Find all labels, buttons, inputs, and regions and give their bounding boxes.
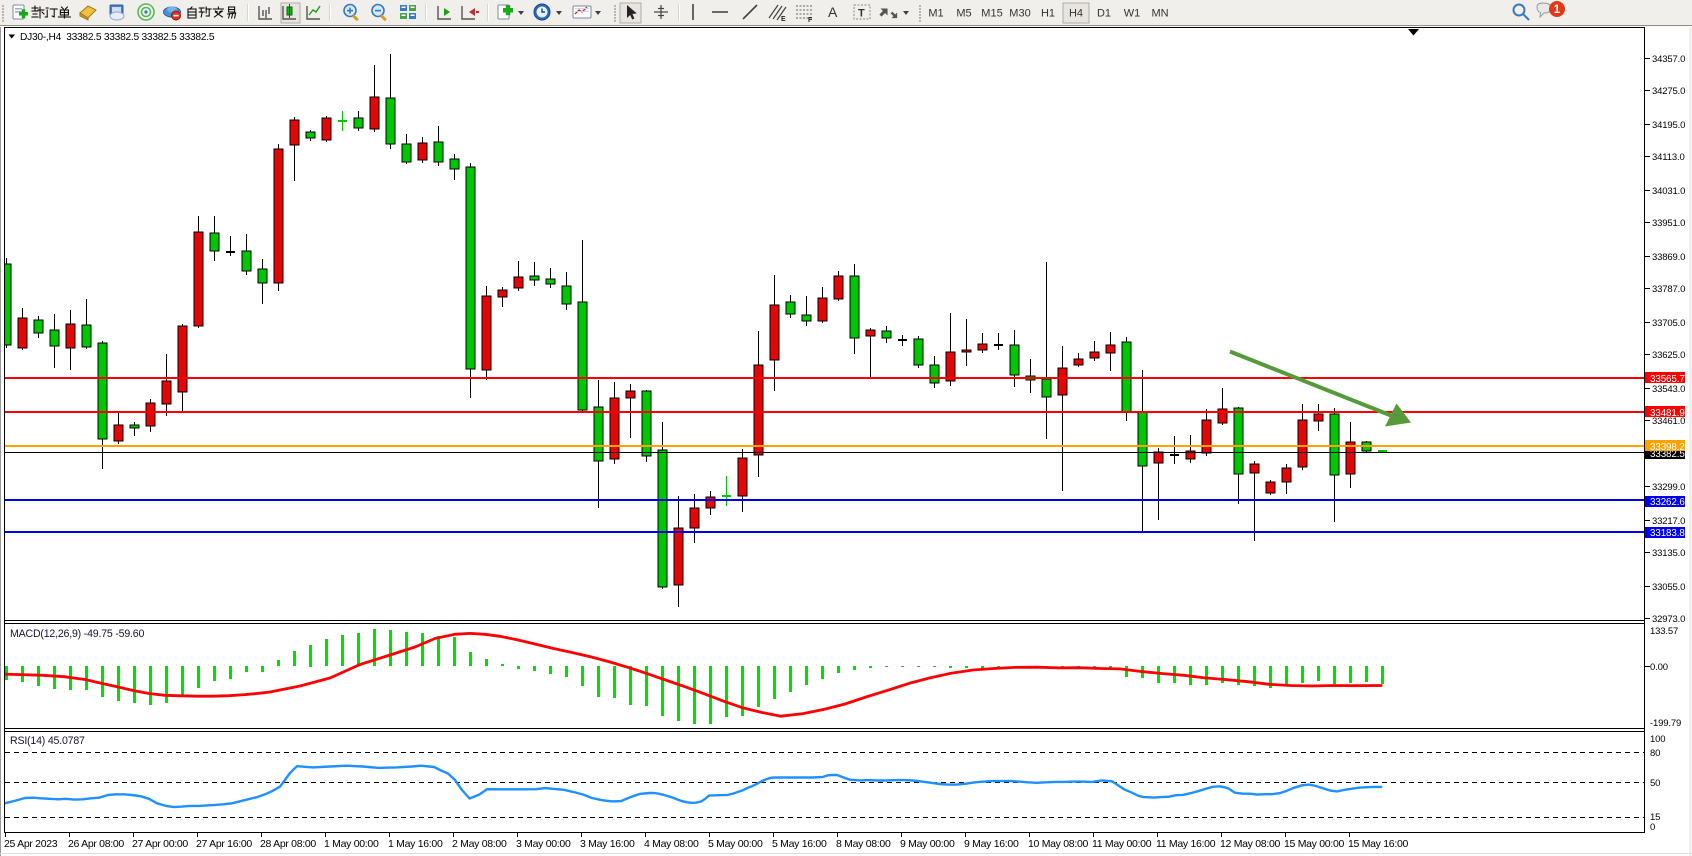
svg-text:34195.0: 34195.0 bbox=[1652, 120, 1685, 131]
svg-text:11 May 00:00: 11 May 00:00 bbox=[1092, 838, 1152, 850]
svg-text:E: E bbox=[781, 16, 786, 23]
svg-text:33299.0: 33299.0 bbox=[1652, 482, 1685, 493]
svg-text:33625.0: 33625.0 bbox=[1652, 350, 1685, 361]
svg-text:34031.0: 34031.0 bbox=[1652, 186, 1685, 197]
svg-text:33481.9: 33481.9 bbox=[1650, 408, 1685, 419]
svg-text:F: F bbox=[808, 17, 813, 24]
svg-text:33183.8: 33183.8 bbox=[1650, 528, 1685, 539]
svg-text:MN: MN bbox=[1151, 8, 1168, 20]
svg-text:34275.0: 34275.0 bbox=[1652, 86, 1685, 97]
svg-text:33951.0: 33951.0 bbox=[1652, 218, 1685, 229]
svg-text:34113.0: 34113.0 bbox=[1652, 152, 1685, 163]
svg-text:15 May 16:00: 15 May 16:00 bbox=[1348, 838, 1408, 850]
svg-text:M1: M1 bbox=[928, 8, 943, 20]
svg-text:133.57: 133.57 bbox=[1650, 626, 1678, 637]
svg-text:15: 15 bbox=[1650, 812, 1660, 823]
svg-text:33565.7: 33565.7 bbox=[1650, 374, 1685, 385]
svg-text:T: T bbox=[858, 8, 865, 20]
svg-text:34357.0: 34357.0 bbox=[1652, 54, 1685, 65]
svg-text:33705.0: 33705.0 bbox=[1652, 318, 1685, 329]
svg-text:3 May 16:00: 3 May 16:00 bbox=[580, 838, 635, 850]
svg-text:3 May 00:00: 3 May 00:00 bbox=[516, 838, 571, 850]
svg-text:RSI(14) 45.0787: RSI(14) 45.0787 bbox=[10, 735, 85, 747]
svg-text:25 Apr 2023: 25 Apr 2023 bbox=[4, 838, 58, 850]
svg-text:DJ30-,H4 33382.5 33382.5 3338: DJ30-,H4 33382.5 33382.5 33382.5 33382.5 bbox=[20, 32, 215, 43]
svg-text:5 May 00:00: 5 May 00:00 bbox=[708, 838, 763, 850]
svg-text:33869.0: 33869.0 bbox=[1652, 252, 1685, 263]
svg-text:1: 1 bbox=[1554, 4, 1561, 16]
svg-text:4 May 08:00: 4 May 08:00 bbox=[644, 838, 699, 850]
svg-text:27 Apr 00:00: 27 Apr 00:00 bbox=[132, 838, 188, 850]
svg-text:33398.2: 33398.2 bbox=[1650, 442, 1685, 453]
svg-text:W1: W1 bbox=[1124, 8, 1141, 20]
svg-text:A: A bbox=[828, 4, 838, 20]
svg-text:15 May 00:00: 15 May 00:00 bbox=[1284, 838, 1344, 850]
svg-text:33217.0: 33217.0 bbox=[1652, 516, 1685, 527]
svg-text:33382.5: 33382.5 bbox=[1650, 449, 1685, 460]
svg-text:5 May 16:00: 5 May 16:00 bbox=[772, 838, 827, 850]
svg-text:27 Apr 16:00: 27 Apr 16:00 bbox=[196, 838, 252, 850]
svg-text:H4: H4 bbox=[1069, 8, 1083, 20]
svg-text:80: 80 bbox=[1650, 748, 1660, 759]
svg-text:-199.79: -199.79 bbox=[1650, 718, 1681, 729]
svg-text:0.00: 0.00 bbox=[1650, 662, 1668, 673]
svg-text:9 May 00:00: 9 May 00:00 bbox=[900, 838, 955, 850]
svg-text:D1: D1 bbox=[1097, 8, 1111, 20]
svg-text:MACD(12,26,9) -49.75 -59.60: MACD(12,26,9) -49.75 -59.60 bbox=[10, 628, 144, 640]
svg-text:M30: M30 bbox=[1009, 8, 1030, 20]
svg-text:10 May 08:00: 10 May 08:00 bbox=[1028, 838, 1088, 850]
svg-text:33135.0: 33135.0 bbox=[1652, 548, 1685, 559]
svg-text:M5: M5 bbox=[956, 8, 971, 20]
svg-text:1 May 00:00: 1 May 00:00 bbox=[324, 838, 379, 850]
svg-text:50: 50 bbox=[1650, 778, 1660, 789]
svg-text:33262.6: 33262.6 bbox=[1650, 497, 1685, 508]
svg-text:33055.0: 33055.0 bbox=[1652, 582, 1685, 593]
svg-text:H1: H1 bbox=[1041, 8, 1055, 20]
svg-text:1 May 16:00: 1 May 16:00 bbox=[388, 838, 443, 850]
svg-text:33461.0: 33461.0 bbox=[1652, 416, 1685, 427]
svg-text:2 May 08:00: 2 May 08:00 bbox=[452, 838, 507, 850]
svg-text:12 May 08:00: 12 May 08:00 bbox=[1220, 838, 1280, 850]
svg-text:0: 0 bbox=[1650, 822, 1655, 833]
svg-text:100: 100 bbox=[1650, 734, 1665, 745]
svg-text:9 May 16:00: 9 May 16:00 bbox=[964, 838, 1019, 850]
svg-text:33787.0: 33787.0 bbox=[1652, 284, 1685, 295]
svg-text:32973.0: 32973.0 bbox=[1652, 614, 1685, 625]
svg-text:33543.0: 33543.0 bbox=[1652, 384, 1685, 395]
svg-text:8 May 08:00: 8 May 08:00 bbox=[836, 838, 891, 850]
svg-text:28 Apr 08:00: 28 Apr 08:00 bbox=[260, 838, 316, 850]
svg-text:M15: M15 bbox=[981, 8, 1002, 20]
svg-text:11 May 16:00: 11 May 16:00 bbox=[1156, 838, 1216, 850]
svg-text:26 Apr 08:00: 26 Apr 08:00 bbox=[68, 838, 124, 850]
